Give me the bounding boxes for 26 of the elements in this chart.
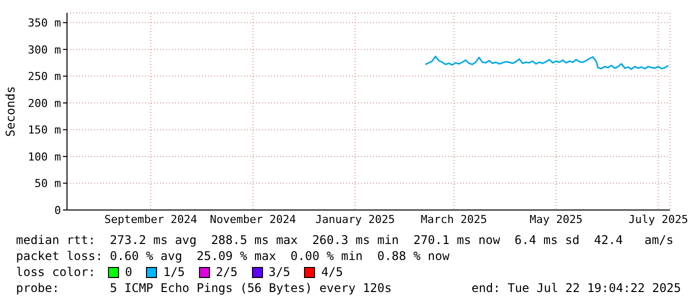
x-tick-label: July 2025 <box>628 212 688 226</box>
text: 4/5 <box>321 264 343 280</box>
x-tick-label: January 2025 <box>315 212 395 226</box>
y-tick-label: 200 m <box>28 96 62 110</box>
x-tick-label: March 2025 <box>420 212 488 226</box>
y-tick-label: 100 m <box>28 150 62 164</box>
y-axis-title: Seconds <box>3 86 18 137</box>
x-tick-label: November 2024 <box>210 212 296 226</box>
y-tick-label: 0 <box>54 204 61 217</box>
text: 2/5 <box>216 264 238 280</box>
y-tick-label: 300 m <box>28 43 62 56</box>
x-tick-label: May 2025 <box>530 212 583 226</box>
x-tick-label: September 2024 <box>104 212 198 226</box>
y-tick-label: 150 m <box>28 124 62 137</box>
y-tick-label: 350 m <box>28 16 62 30</box>
text: 1/5 <box>163 264 185 280</box>
text: probe: 5 ICMP Echo Pings (56 Bytes) every 120s <box>16 280 392 296</box>
text: packet loss: 0.60 % avg 25.09 % max 0.00 % min 0.88 % now <box>16 248 450 264</box>
y-tick-label: 50 m <box>34 177 62 190</box>
text: median rtt: 273.2 ms avg 288.5 ms max 260.3 ms min 270.1 ms now 6.4 ms sd 42.4 am/s <box>16 232 674 248</box>
text: 3/5 <box>268 264 290 280</box>
y-tick-label: 250 m <box>28 70 62 84</box>
text: loss color: <box>16 264 96 280</box>
text: 0 <box>125 264 132 280</box>
text: end: Tue Jul 22 19:04:22 2025 <box>471 280 681 296</box>
line-series <box>424 56 670 70</box>
